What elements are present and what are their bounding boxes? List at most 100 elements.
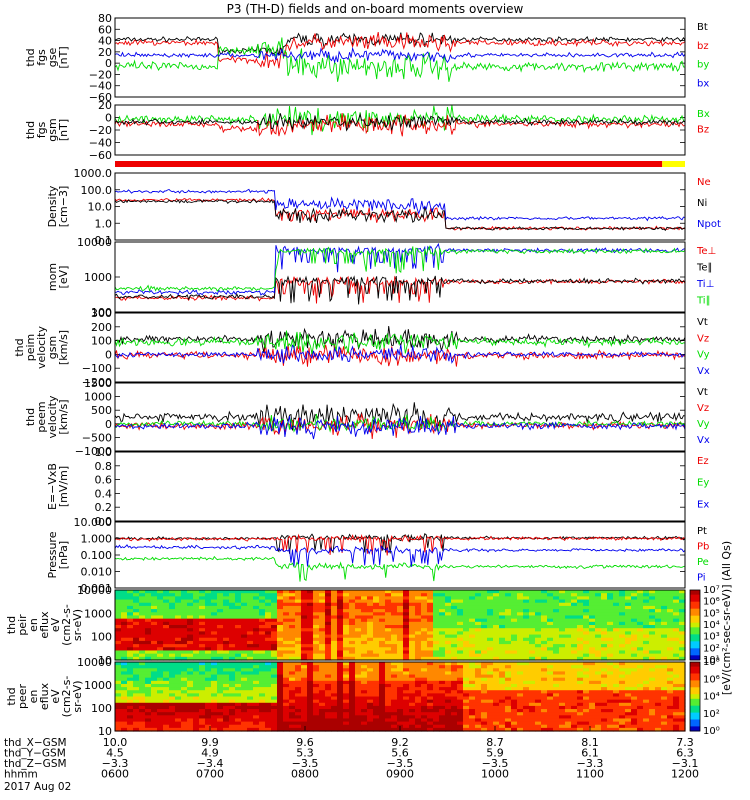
- spectrogram-cell: [571, 602, 578, 607]
- spectrogram-cell: [523, 640, 530, 645]
- spectrogram-cell: [667, 683, 674, 688]
- legend-entry: Vt: [697, 387, 708, 398]
- spectrogram-cell: [571, 665, 578, 669]
- spectrogram-cell: [679, 665, 686, 669]
- spectrogram-cell: [649, 596, 656, 601]
- spectrogram-cell: [529, 596, 536, 601]
- spectrogram-cell: [235, 612, 242, 617]
- spectrogram-cell: [631, 637, 638, 642]
- colorbar-tick-label: 10²: [703, 643, 720, 654]
- spectrogram-cell: [655, 596, 662, 601]
- spectrogram-cell: [589, 602, 596, 607]
- series-line-Vx: [114, 415, 686, 440]
- spectrogram-cell: [139, 628, 146, 632]
- spectrogram-cell: [355, 721, 362, 726]
- spectrogram-cell: [679, 680, 686, 685]
- ytick-label: 60: [98, 23, 112, 36]
- spectrogram-cell: [553, 712, 560, 716]
- spectrogram-cell: [271, 596, 278, 601]
- spectrogram-cell: [367, 634, 374, 639]
- spectrogram-cell: [547, 690, 554, 694]
- spectrogram-cell: [529, 687, 536, 691]
- spectrogram-cell: [307, 628, 314, 632]
- spectrogram-cell: [535, 656, 542, 661]
- spectrogram-cell: [259, 724, 266, 729]
- spectrogram-cell: [211, 718, 218, 723]
- spectrogram-cell: [637, 640, 644, 645]
- spectrogram-cell: [565, 687, 572, 691]
- spectrogram-cell: [445, 631, 452, 636]
- spectrogram-cell: [403, 596, 410, 601]
- spectrogram-cell: [445, 702, 452, 707]
- spectrogram-cell: [205, 625, 212, 629]
- spectrogram-cell: [553, 612, 560, 617]
- spectrogram-cell: [289, 680, 296, 685]
- spectrogram-cell: [289, 602, 296, 607]
- spectrogram-cell: [367, 721, 374, 726]
- spectrogram-cell: [283, 609, 290, 613]
- spectrogram-cell: [325, 718, 332, 723]
- spectrogram-cell: [637, 615, 644, 620]
- spectrogram-cell: [673, 625, 680, 629]
- colorbar-cell: [690, 655, 700, 659]
- spectrogram-cell: [295, 602, 302, 607]
- spectrogram-cell: [211, 674, 218, 679]
- spectrogram-cell: [667, 712, 674, 716]
- spectrogram-cell: [355, 674, 362, 679]
- spectrogram-cell: [427, 690, 434, 694]
- spectrogram-cell: [331, 631, 338, 636]
- spectrogram-cell: [307, 647, 314, 652]
- spectrogram-cell: [385, 705, 392, 710]
- spectrogram-cell: [349, 615, 356, 620]
- spectrogram-cell: [667, 605, 674, 610]
- spectrogram-cell: [625, 621, 632, 626]
- spectrogram-cell: [583, 628, 590, 632]
- spectrogram-cell: [355, 634, 362, 639]
- spectrogram-cell: [499, 590, 506, 594]
- spectrogram-cell: [145, 693, 152, 698]
- spectrogram-cell: [403, 668, 410, 673]
- spectrogram-cell: [187, 671, 194, 676]
- spectrogram-cell: [205, 593, 212, 597]
- spectrogram-cell: [619, 615, 626, 620]
- spectrogram-cell: [133, 715, 140, 720]
- spectrogram-cell: [475, 590, 482, 594]
- series-line-bz: [114, 32, 686, 69]
- spectrogram-cell: [505, 699, 512, 704]
- spectrogram-cell: [667, 727, 674, 732]
- spectrogram-cell: [559, 693, 566, 698]
- spectrogram-cell: [463, 712, 470, 716]
- spectrogram-cell: [331, 650, 338, 655]
- spectrogram-cell: [337, 596, 344, 601]
- spectrogram-cell: [307, 715, 314, 720]
- spectrogram-cell: [379, 662, 386, 666]
- spectrogram-cell: [661, 727, 668, 732]
- spectrogram-cell: [235, 668, 242, 673]
- spectrogram-cell: [139, 596, 146, 601]
- spectrogram-cell: [325, 693, 332, 698]
- spectrogram-cell: [271, 668, 278, 673]
- spectrogram-cell: [271, 690, 278, 694]
- spectrogram-cell: [649, 653, 656, 658]
- spectrogram-cell: [625, 653, 632, 658]
- spectrogram-cell: [541, 718, 548, 723]
- spectrogram-cell: [229, 668, 236, 673]
- spectrogram-cell: [235, 644, 242, 648]
- spectrogram-cell: [547, 693, 554, 698]
- spectrogram-cell: [517, 650, 524, 655]
- spectrogram-cell: [583, 702, 590, 707]
- spectrogram-cell: [523, 690, 530, 694]
- spectrogram-cell: [445, 618, 452, 623]
- spectrogram-cell: [241, 680, 248, 685]
- spectrogram-cell: [139, 650, 146, 655]
- spectrogram-cell: [421, 709, 428, 713]
- spectrogram-cell: [637, 590, 644, 594]
- spectrogram-cell: [361, 637, 368, 642]
- spectrogram-cell: [223, 715, 230, 720]
- spectrogram-cell: [511, 712, 518, 716]
- spectrogram-cell: [259, 671, 266, 676]
- spectrogram-cell: [355, 665, 362, 669]
- spectrogram-cell: [421, 593, 428, 597]
- spectrogram-cell: [451, 696, 458, 701]
- spectrogram-cell: [307, 605, 314, 610]
